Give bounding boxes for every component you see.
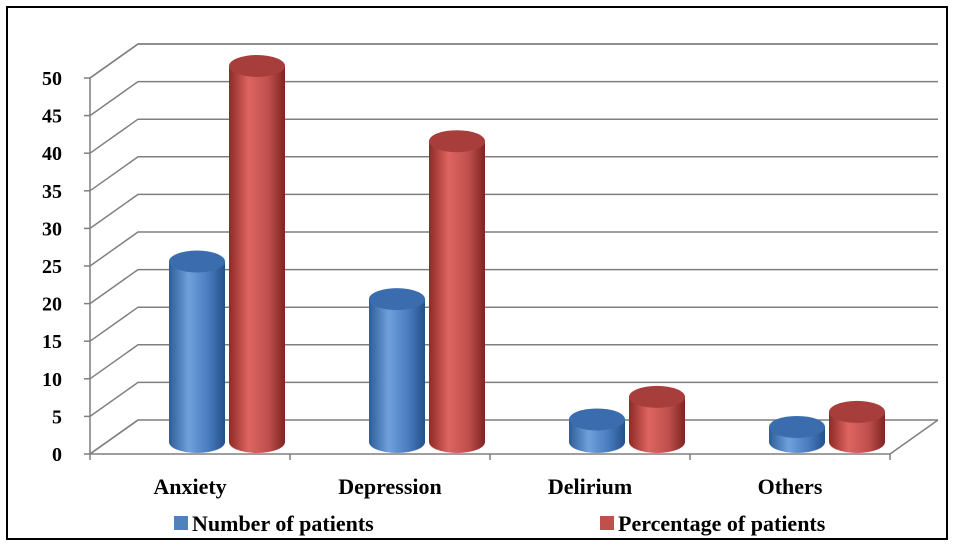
bar-number-of-patients-others: [769, 415, 825, 453]
legend-label: Number of patients: [192, 511, 374, 536]
bar-percentage-of-patients-anxiety: [229, 55, 285, 453]
bar-body: [429, 141, 485, 453]
legend: Number of patients Percentage of patients: [174, 511, 826, 536]
bar-body: [229, 66, 285, 453]
gridline: [89, 156, 938, 192]
y-tick-label: 35: [42, 181, 62, 203]
y-tick-label: 20: [42, 294, 62, 316]
bar-top: [569, 408, 625, 431]
bar-top: [229, 55, 285, 77]
gridline: [89, 43, 938, 79]
y-tick-label: 45: [42, 106, 62, 128]
bar-number-of-patients-depression: [369, 288, 425, 453]
gridline: [89, 268, 938, 305]
bar-number-of-patients-anxiety: [169, 250, 225, 453]
legend-swatch: [174, 516, 188, 530]
y-tick-label: 15: [42, 331, 62, 353]
bar-top: [169, 250, 225, 273]
bar-percentage-of-patients-depression: [429, 130, 485, 453]
bar-percentage-of-patients-delirium: [629, 385, 685, 453]
y-tick-label: 25: [42, 256, 62, 278]
y-tick-label: 10: [42, 369, 62, 391]
x-tick-label: Anxiety: [153, 474, 226, 499]
bars: [169, 55, 885, 453]
y-tick-label: 5: [52, 406, 62, 428]
x-axis: Anxiety Depression Delirium Others: [89, 454, 891, 499]
y-tick-label: 50: [42, 68, 62, 90]
bar-body: [629, 396, 685, 453]
bar-top: [829, 400, 885, 423]
y-tick-label: 40: [42, 143, 62, 165]
bar-top: [629, 385, 685, 408]
bar-percentage-of-patients-others: [829, 400, 885, 453]
bar-number-of-patients-delirium: [569, 408, 625, 453]
floor-right-edge: [889, 419, 939, 455]
gridline: [89, 231, 938, 267]
legend-label: Percentage of patients: [618, 511, 826, 536]
gridlines: [84, 43, 938, 455]
bar-top: [429, 130, 485, 153]
gridline: [89, 193, 938, 230]
gridline: [89, 344, 938, 380]
legend-swatch: [600, 516, 614, 530]
gridline: [89, 381, 938, 418]
bar-body: [369, 299, 425, 453]
bar-top: [369, 288, 425, 311]
y-axis-ticks: 0 5 10 15 20 25 30 35 40 45 50: [42, 68, 62, 466]
gridline: [89, 118, 938, 154]
x-tick-label: Delirium: [548, 474, 632, 499]
gridline: [89, 306, 938, 342]
x-tick-label: Depression: [338, 474, 442, 499]
bar-body: [169, 261, 225, 453]
y-tick-label: 30: [42, 218, 62, 240]
gridline: [89, 80, 938, 117]
x-tick-label: Others: [758, 474, 823, 499]
bar-top: [769, 415, 825, 438]
bar-body: [829, 411, 885, 453]
y-tick-label: 0: [52, 444, 62, 466]
